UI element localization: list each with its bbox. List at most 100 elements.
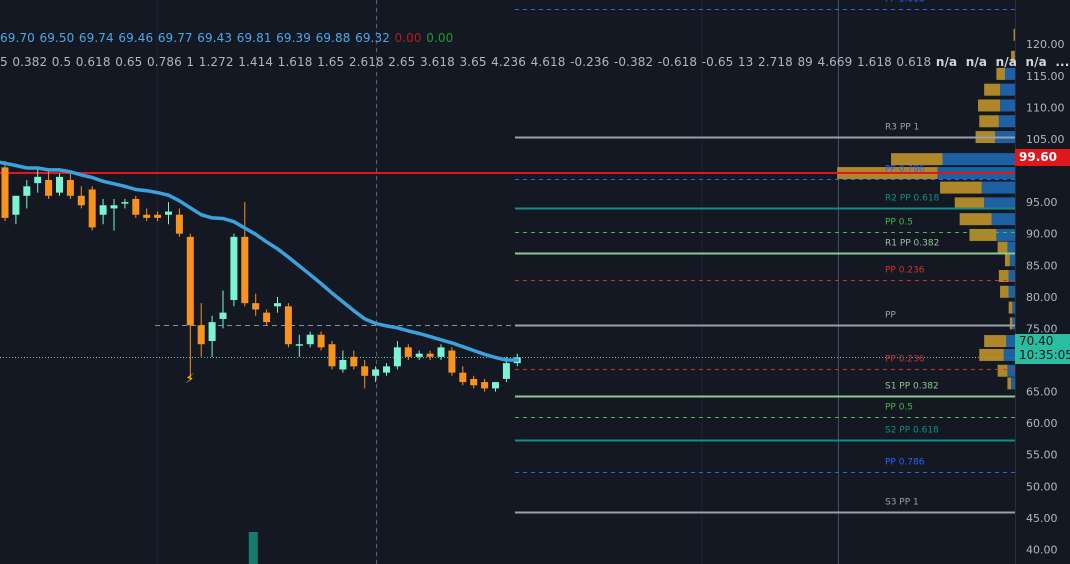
candle-body: [437, 347, 445, 357]
price-tick-label: 40.00: [1026, 543, 1058, 556]
candle-body: [317, 334, 325, 348]
volume-profile-buy-bar: [1003, 348, 1016, 361]
candle-body: [110, 205, 118, 209]
volume-profile-sell-bar: [996, 67, 1005, 80]
volume-profile-buy-bar: [1009, 254, 1016, 267]
pivot-label: PP 0.5: [885, 218, 913, 228]
candle-body: [186, 236, 194, 326]
fib-level-value: 1.272: [198, 55, 234, 69]
indicator-value: 69.81: [236, 31, 272, 45]
price-tick-label: 55.00: [1026, 449, 1058, 462]
price-tick-label: 75.00: [1026, 322, 1058, 335]
candle-body: [284, 306, 292, 345]
fib-level-value: 1.618: [277, 55, 313, 69]
na-values: n/a n/a n/a n/a ...: [935, 55, 1070, 69]
candle-body: [350, 356, 358, 367]
volume-profile-sell-bar: [1013, 28, 1016, 41]
fib-level-value: 0.65: [115, 55, 143, 69]
candle-body: [77, 195, 85, 206]
fib-level-value: 0.382: [12, 55, 48, 69]
volume-profile-buy-bar: [981, 181, 1016, 194]
volume-profile-buy-bar: [1004, 67, 1016, 80]
volume-profile-sell-bar: [984, 83, 1001, 96]
current-price-value: 70.40: [1019, 334, 1054, 348]
volume-profile-buy-bar: [1012, 317, 1016, 330]
volume-profile-buy-bar: [998, 115, 1016, 128]
fib-levels-row: 5 0.382 0.5 0.618 0.65 0.786 1 1.272 1.414 1.618 1…: [0, 55, 1070, 69]
fib-level-value: 13: [737, 55, 754, 69]
fib-level-value: 1.618: [856, 55, 892, 69]
candle-body: [208, 322, 216, 342]
indicator-value: 69.43: [197, 31, 233, 45]
indicator-value: 69.32: [355, 31, 390, 45]
price-tick-label: 90.00: [1026, 228, 1058, 241]
candles: [1, 161, 521, 392]
candle-body: [274, 303, 281, 307]
volume-profile-sell-bar: [984, 335, 1007, 348]
fib-level-value: 2.65: [388, 55, 416, 69]
candle-body: [45, 180, 53, 196]
volume-profile-buy-bar: [1007, 364, 1016, 377]
volume-profile-sell-bar: [1009, 317, 1013, 330]
candle-body: [470, 378, 478, 386]
volume-profile-buy-bar: [1008, 285, 1016, 298]
volume-profile-sell-bar: [891, 153, 943, 166]
pivot-label: S1 PP 0.382: [885, 382, 939, 392]
candle-body: [502, 363, 510, 379]
price-tick-label: 115.00: [1026, 70, 1065, 83]
indicator-value: 69.74: [78, 31, 114, 45]
volume-profile-buy-bar: [996, 228, 1016, 241]
fib-level-value: 2.618: [348, 55, 384, 69]
volume-profile-buy-bar: [1012, 301, 1016, 314]
candle-body: [121, 202, 129, 204]
volume-profile-buy-bar: [1006, 335, 1016, 348]
fib-level-value: -0.382: [613, 55, 654, 69]
volume-profile-sell-bar: [1007, 377, 1012, 390]
candle-body: [143, 214, 151, 218]
volume-profile-sell-bar: [1008, 301, 1013, 314]
volume-profile-sell-bar: [1000, 285, 1009, 298]
candle-body: [404, 347, 412, 357]
fib-level-value: 89: [797, 55, 813, 69]
volume-profile-buy-bar: [1007, 241, 1016, 254]
volume-profile-sell-bar: [997, 241, 1008, 254]
fib-level-value: 1.414: [238, 55, 274, 69]
price-tick-label: 50.00: [1026, 480, 1058, 493]
candle-body: [415, 353, 423, 357]
price-tick-label: 105.00: [1026, 133, 1065, 146]
fib-level-value: 3.618: [420, 55, 455, 69]
fib-level-value: 0.5: [51, 55, 72, 69]
candle-body: [165, 211, 172, 215]
candle-body: [361, 366, 369, 376]
price-tick-label: 65.00: [1026, 386, 1058, 399]
volume-profile-buy-bar: [991, 213, 1016, 226]
pivot-label: R2 PP 0.618: [885, 194, 940, 204]
volume-profile-buy-bar: [1000, 83, 1016, 96]
candle-body: [426, 353, 434, 357]
candle-body: [393, 347, 401, 367]
fib-level-value: 4.236: [491, 55, 527, 69]
candle-body: [459, 372, 467, 383]
volume-profile-buy-bar: [942, 153, 1016, 166]
indicator-value: 0.00: [426, 31, 454, 45]
fib-level-value: -0.65: [701, 55, 734, 69]
candle-body: [219, 312, 227, 319]
fib-level-value: 3.65: [459, 55, 487, 69]
countdown-timer: 10:35:05: [1019, 348, 1070, 362]
candle-body: [263, 312, 271, 323]
candle-body: [372, 369, 380, 376]
candle-body: [132, 198, 140, 215]
candle-body: [448, 350, 456, 373]
markers: ⚡: [185, 372, 194, 387]
volume-profile-sell-bar: [978, 99, 1001, 112]
pivot-label: PP 0.236: [885, 266, 925, 276]
volume-profile-sell-bar: [1011, 50, 1015, 63]
indicator-value: 0.00: [394, 31, 422, 45]
fib-level-value: -0.618: [657, 55, 698, 69]
indicator-values-row: 69.70 69.50 69.74 69.46 69.77 69.43 69.81 69.39…: [0, 31, 458, 45]
candle-body: [154, 214, 162, 218]
candle-body: [481, 382, 489, 389]
volume-profile-sell-bar: [997, 364, 1008, 377]
